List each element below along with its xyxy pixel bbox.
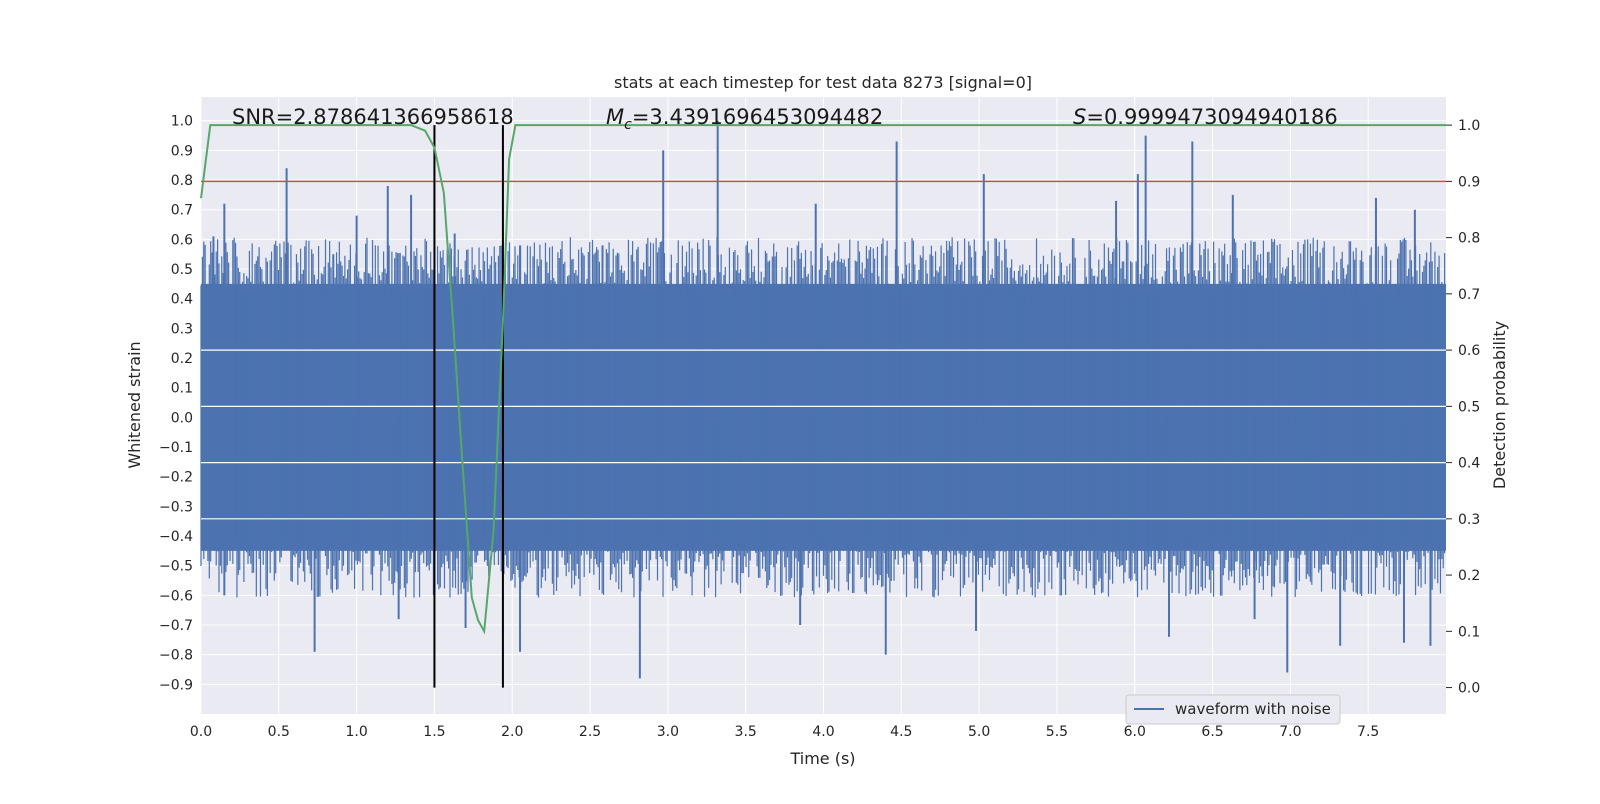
chart-title: stats at each timestep for test data 827… <box>614 73 1032 92</box>
y-tick-label: −0.6 <box>159 588 193 604</box>
y-tick-label: 0.0 <box>171 410 193 426</box>
y2-tick-label: 0.5 <box>1458 399 1480 415</box>
y2-tick-label: 0.0 <box>1458 681 1480 697</box>
y-tick-label: 0.5 <box>171 262 193 278</box>
y-tick-label: 0.6 <box>171 232 193 248</box>
x-tick-label: 6.0 <box>1124 724 1146 740</box>
overlay-lines <box>200 124 1446 688</box>
legend: waveform with noise <box>1125 694 1341 725</box>
y-tick-label: −0.8 <box>159 648 193 664</box>
y-tick-label: 0.1 <box>171 381 193 397</box>
y2-tick-label: 0.6 <box>1458 343 1480 359</box>
x-tick-label: 2.5 <box>579 724 601 740</box>
x-tick-label: 0.5 <box>268 724 290 740</box>
snr-annotation: SNR=2.878641366958618 <box>232 105 514 129</box>
y-tick-label: 1.0 <box>171 114 193 130</box>
s-symbol: S <box>1073 105 1086 129</box>
x-tick-label: 3.5 <box>735 724 757 740</box>
y-tick-label: −0.1 <box>159 440 193 456</box>
y-axis-ticks: 1.0 0.9 0.8 0.7 0.6 0.5 0.4 0.3 0.2 0.1 0.0 −0.1 −0.… <box>159 114 193 694</box>
x-axis-ticks: 0.0 0.5 1.0 1.5 2.0 2.5 3.0 3.5 4.0 4.5 5.0 5.5 6.0 6… <box>190 724 1379 740</box>
legend-label-waveform: waveform with noise <box>1175 700 1331 718</box>
x-tick-label: 7.5 <box>1357 724 1379 740</box>
s-value: =0.9999473094940186 <box>1086 105 1337 129</box>
y-tick-label: 0.3 <box>171 321 193 337</box>
x-tick-label: 4.0 <box>812 724 834 740</box>
x-tick-label: 1.5 <box>423 724 445 740</box>
x-tick-label: 6.5 <box>1201 724 1223 740</box>
y2-tick-label: 0.4 <box>1458 456 1480 472</box>
y2-tick-label: 1.0 <box>1458 118 1480 134</box>
y2-axis-ticks: 1.0 0.9 0.8 0.7 0.6 0.5 0.4 0.3 0.2 0.1 0.0 <box>1446 118 1480 697</box>
y-axis-label: Whitened strain <box>125 341 144 468</box>
y-tick-label: −0.9 <box>159 677 193 693</box>
y-tick-label: −0.4 <box>159 529 193 545</box>
y-tick-label: −0.3 <box>159 499 193 515</box>
x-tick-label: 3.0 <box>657 724 679 740</box>
y-tick-label: −0.2 <box>159 470 193 486</box>
x-tick-label: 5.5 <box>1046 724 1068 740</box>
x-tick-label: 7.0 <box>1279 724 1301 740</box>
y-tick-label: 0.7 <box>171 203 193 219</box>
detection-probability-line <box>200 124 1446 635</box>
chirp-mass-value: =3.4391696453094482 <box>632 105 883 129</box>
y2-tick-label: 0.7 <box>1458 287 1480 303</box>
y-tick-label: 0.4 <box>171 292 193 308</box>
s-annotation: S=0.9999473094940186 <box>1073 105 1338 129</box>
chirp-mass-symbol: M <box>606 105 624 129</box>
x-axis-label: Time (s) <box>789 749 855 768</box>
y-tick-label: −0.7 <box>159 618 193 634</box>
y2-tick-label: 0.8 <box>1458 231 1480 247</box>
y-tick-label: 0.2 <box>171 351 193 367</box>
legend-box <box>1125 694 1341 725</box>
y2-tick-label: 0.2 <box>1458 568 1480 584</box>
y2-axis-label: Detection probability <box>1490 321 1509 489</box>
y2-tick-label: 0.1 <box>1458 624 1480 640</box>
x-tick-label: 2.0 <box>501 724 523 740</box>
y-tick-label: 0.9 <box>171 143 193 159</box>
x-tick-label: 4.5 <box>890 724 912 740</box>
chirp-mass-annotation: Mc=3.4391696453094482 <box>606 105 883 133</box>
y2-tick-label: 0.9 <box>1458 174 1480 190</box>
y-tick-label: −0.5 <box>159 559 193 575</box>
y2-tick-label: 0.3 <box>1458 512 1480 528</box>
x-tick-label: 1.0 <box>345 724 367 740</box>
x-tick-label: 5.0 <box>968 724 990 740</box>
chirp-mass-subscript: c <box>624 117 632 133</box>
waveform-series <box>200 120 1446 679</box>
y-tick-label: 0.8 <box>171 173 193 189</box>
x-tick-label: 0.0 <box>190 724 212 740</box>
